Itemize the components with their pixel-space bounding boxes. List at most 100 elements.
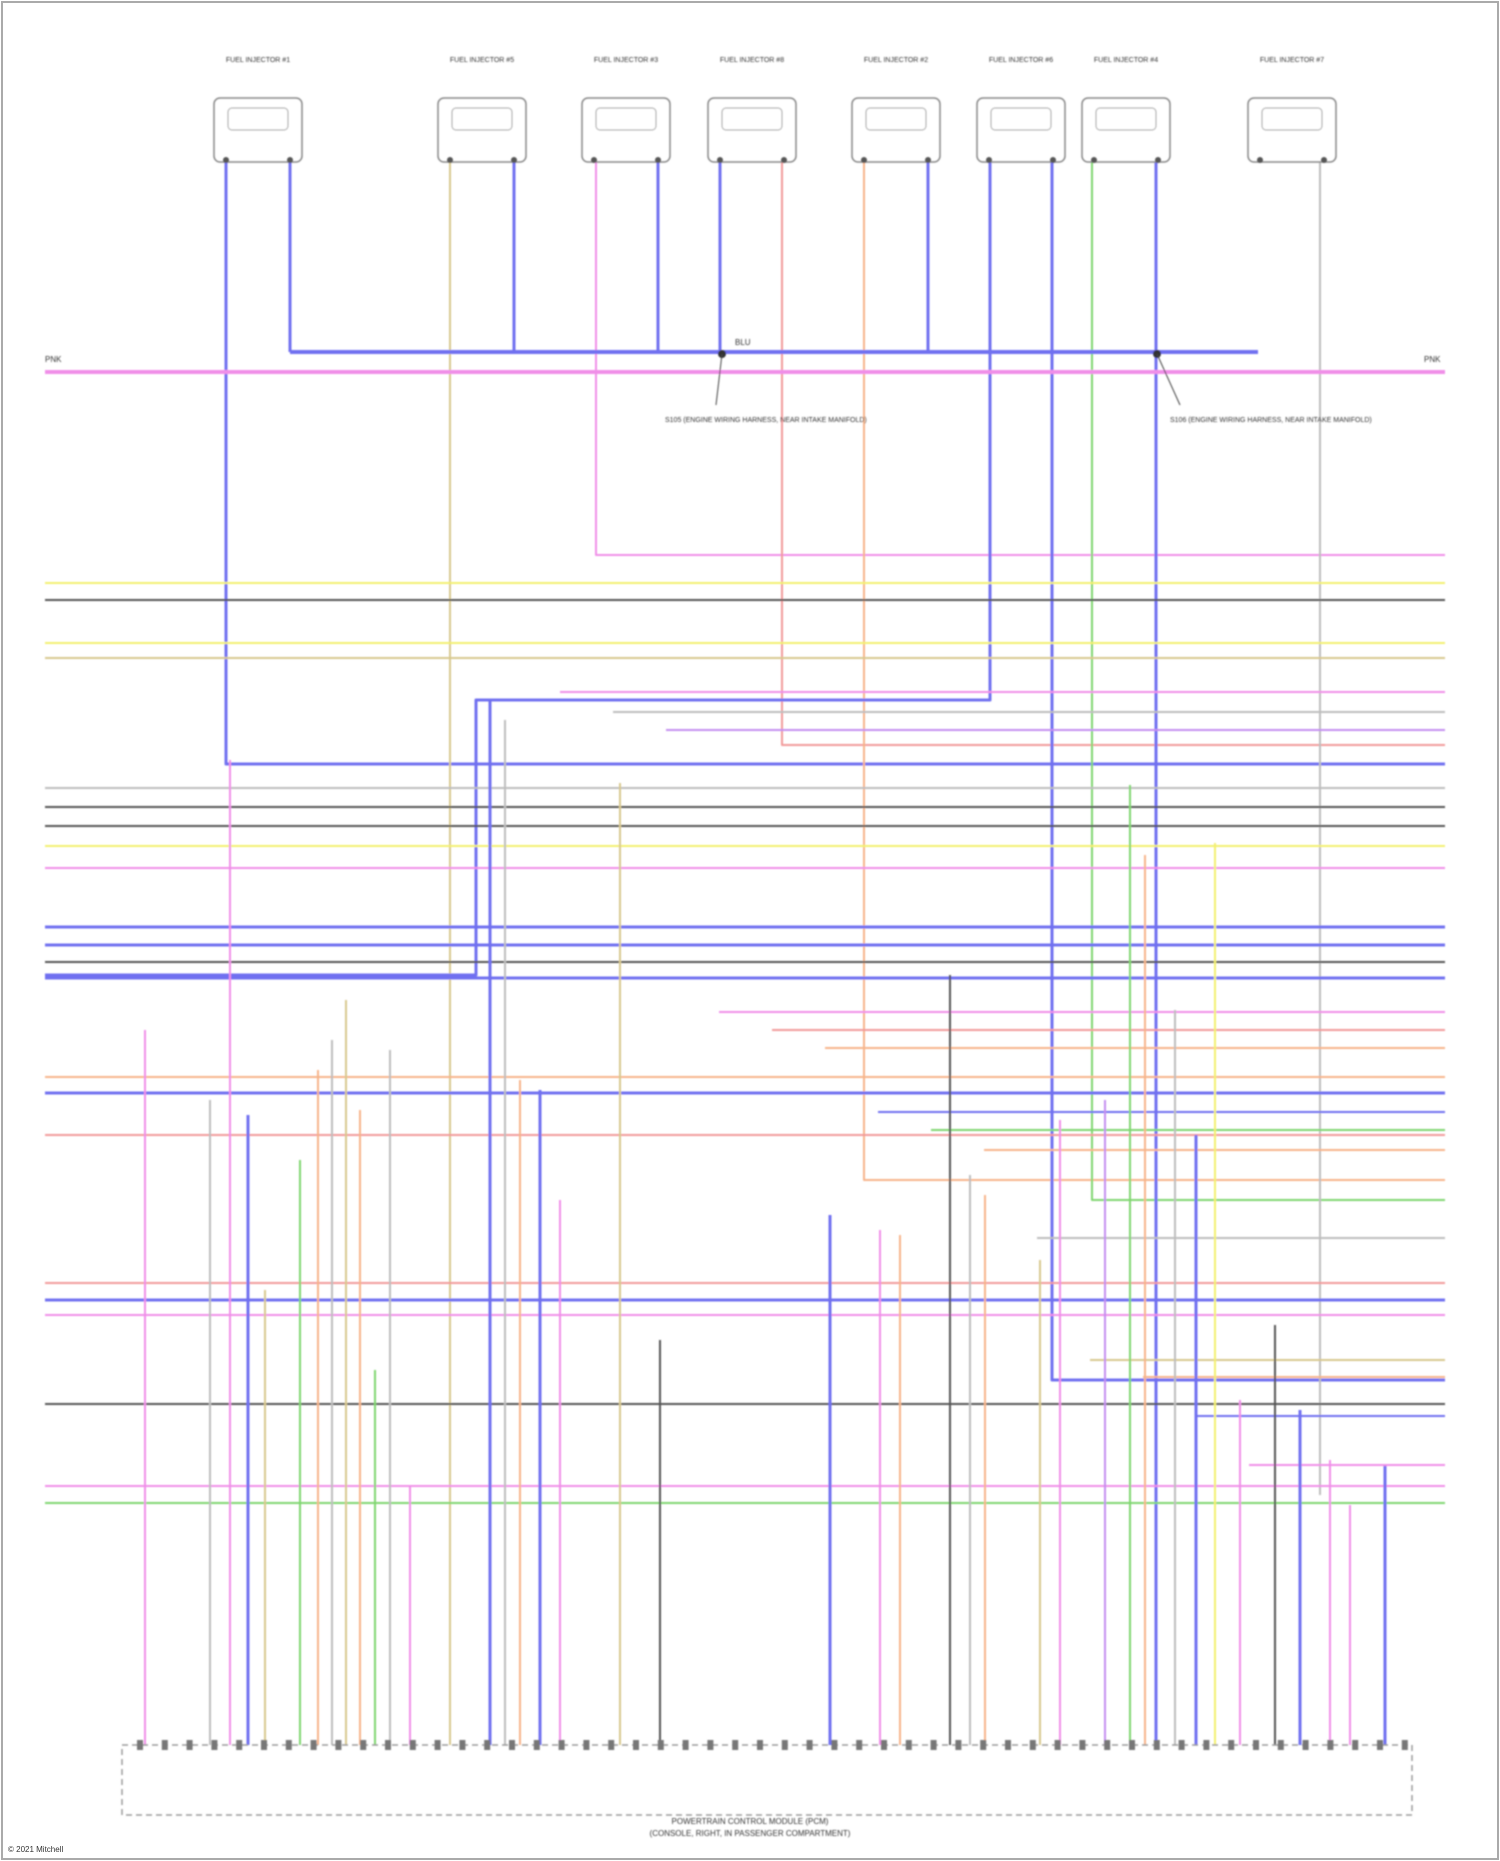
injector-layer: FUEL INJECTOR #1 FUEL INJECTOR #5 FUEL INJ… — [213, 57, 1337, 163]
injector-label: FUEL INJECTOR #2 — [864, 57, 928, 64]
injector-pin — [986, 157, 992, 163]
bus-label-right: PNK — [1424, 355, 1441, 364]
injector-coil — [595, 107, 657, 131]
injector-coil — [227, 107, 289, 131]
injector-pin — [1257, 157, 1263, 163]
injector-feed-wire — [224, 162, 1445, 766]
pcm-pin — [558, 1740, 565, 1750]
injector-feed-wire — [863, 162, 1445, 1181]
injector-coil — [1095, 107, 1157, 131]
injector-body — [581, 97, 671, 163]
pcm-pin — [360, 1740, 367, 1750]
injector-feed-wire — [1050, 162, 1445, 1382]
pcm-pin — [682, 1740, 689, 1750]
fuel-injector-5: FUEL INJECTOR #2 — [851, 57, 941, 163]
injector-pin — [1050, 157, 1056, 163]
pcm-pin — [137, 1740, 143, 1750]
pcm-pin — [1129, 1740, 1135, 1750]
injector-pin — [1155, 157, 1161, 163]
pcm-pin — [657, 1740, 664, 1750]
pcm-pin — [409, 1740, 416, 1750]
injector-feed-wire — [781, 162, 1445, 746]
fuel-injector-6: FUEL INJECTOR #6 — [976, 57, 1066, 163]
injector-coil — [865, 107, 927, 131]
injector-pin — [511, 157, 517, 163]
pcm-pin — [781, 1740, 788, 1750]
pcm-pin — [1054, 1740, 1061, 1750]
injector-pin — [655, 157, 661, 163]
pcm-pin — [509, 1740, 515, 1750]
pcm-pin — [533, 1740, 540, 1750]
injector-pin — [781, 157, 787, 163]
pcm-pin — [434, 1740, 441, 1750]
fuel-injector-1: FUEL INJECTOR #1 — [213, 57, 303, 163]
pcm-pin — [583, 1740, 590, 1750]
pcm-pin — [459, 1740, 466, 1750]
injector-label: FUEL INJECTOR #8 — [720, 57, 784, 64]
pcm-pin — [335, 1740, 342, 1750]
injector-label: FUEL INJECTOR #7 — [1260, 57, 1324, 64]
injector-coil — [990, 107, 1052, 131]
pcm-pin — [1377, 1740, 1383, 1750]
injector-pin — [1321, 157, 1327, 163]
pcm-pin — [732, 1740, 739, 1750]
splice-s106: S106 (ENGINE WIRING HARNESS, NEAR INTAKE… — [1153, 350, 1372, 424]
pcm-pin — [236, 1740, 243, 1750]
pcm-pin — [1029, 1740, 1036, 1750]
pcm-pin — [1203, 1740, 1210, 1750]
fuel-injector-3: FUEL INJECTOR #3 — [581, 57, 671, 163]
pcm-pin — [310, 1740, 317, 1750]
pcm-pin — [1253, 1740, 1259, 1750]
pcm-pin — [856, 1740, 863, 1750]
pcm-pin — [285, 1740, 292, 1750]
pcm-pin — [930, 1740, 937, 1750]
pcm-pin — [955, 1740, 962, 1750]
copyright-footer: © 2021 Mitchell — [8, 1845, 63, 1854]
injector-label: FUEL INJECTOR #4 — [1094, 57, 1158, 64]
wire-layer — [45, 162, 1445, 1745]
injector-body — [707, 97, 797, 163]
pcm-pin — [161, 1740, 168, 1750]
injector-body — [213, 97, 303, 163]
pcm-pin — [1005, 1740, 1011, 1750]
pcm-pin — [806, 1740, 813, 1750]
injector-label: FUEL INJECTOR #6 — [989, 57, 1053, 64]
pcm-pin — [757, 1740, 763, 1750]
pcm-connector — [121, 1744, 1413, 1816]
pcm-pin — [1228, 1740, 1235, 1750]
injector-body — [1081, 97, 1171, 163]
splice-s106-label: S106 (ENGINE WIRING HARNESS, NEAR INTAKE… — [1170, 417, 1372, 424]
pcm-pin — [608, 1740, 615, 1750]
fuel-injector-4: FUEL INJECTOR #8 — [707, 57, 797, 163]
injector-pin — [287, 157, 293, 163]
pcm-title-line2: (CONSOLE, RIGHT, IN PASSENGER COMPARTMEN… — [650, 1829, 851, 1838]
pcm-pin — [385, 1740, 391, 1750]
fuel-injector-8: FUEL INJECTOR #7 — [1247, 57, 1337, 163]
pcm-pin — [980, 1740, 987, 1750]
injector-body — [1247, 97, 1337, 163]
fuel-injector-2: FUEL INJECTOR #5 — [437, 57, 527, 163]
injector-coil — [1261, 107, 1323, 131]
injector-feed-wire — [1091, 162, 1445, 1201]
injector-pin — [591, 157, 597, 163]
pcm-title-line1: POWERTRAIN CONTROL MODULE (PCM) — [672, 1817, 829, 1826]
injector-body — [437, 97, 527, 163]
injector-pin — [925, 157, 931, 163]
splice-wire-label: BLU — [735, 338, 751, 347]
pcm-pin — [211, 1740, 218, 1750]
pcm-pin — [905, 1740, 912, 1750]
pcm-pin — [1104, 1740, 1111, 1750]
injector-label: FUEL INJECTOR #3 — [594, 57, 658, 64]
injector-pin — [223, 157, 229, 163]
splice-s105: S105 (ENGINE WIRING HARNESS, NEAR INTAKE… — [665, 350, 867, 424]
pcm-pin — [1178, 1740, 1185, 1750]
bus-label-left: PNK — [45, 355, 62, 364]
injector-pin — [717, 157, 723, 163]
fuel-injector-7: FUEL INJECTOR #4 — [1081, 57, 1171, 163]
pcm-pin — [186, 1740, 193, 1750]
injector-feed-wire — [45, 162, 992, 977]
injector-label: FUEL INJECTOR #5 — [450, 57, 514, 64]
injector-body — [976, 97, 1066, 163]
pcm-pin — [831, 1740, 838, 1750]
